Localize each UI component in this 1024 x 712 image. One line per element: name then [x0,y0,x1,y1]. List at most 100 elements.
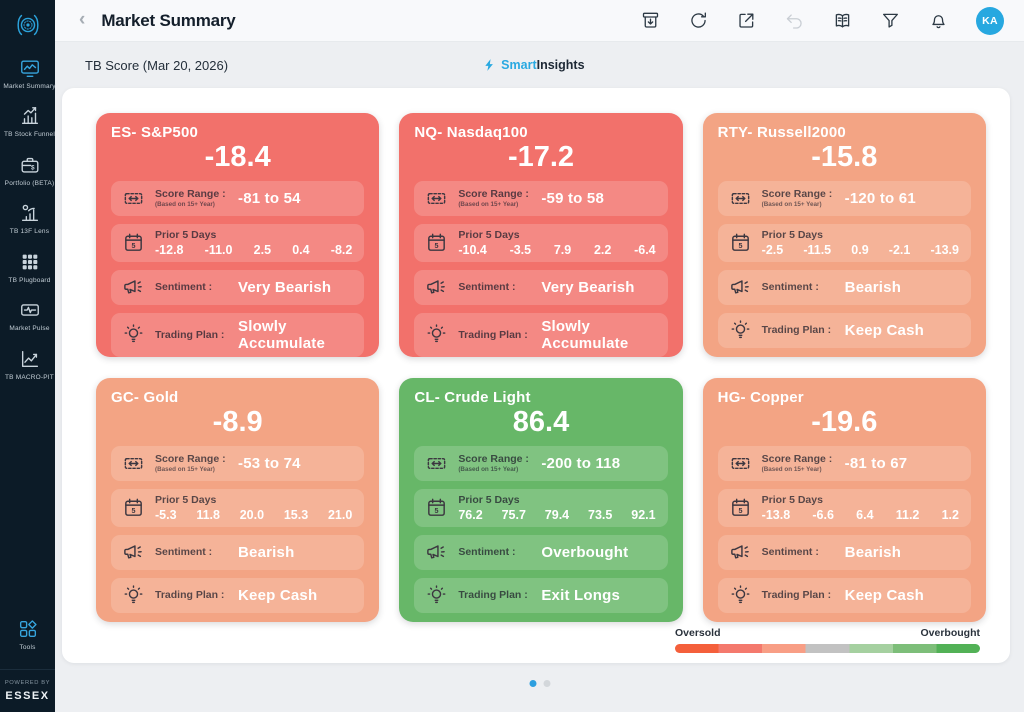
open-external-icon[interactable] [736,10,757,31]
score-range-label: Score Range : [761,188,833,201]
prior-5-days-row: 5 Prior 5 Days -2.5 -11.5 0.9 -2.1 -13.9 [717,223,971,262]
card-score: -17.2 [507,141,575,173]
sidebar-item-tb-stock-funnel[interactable]: TB Stock Funnel [0,98,59,146]
trading-plan-label: Trading Plan : [761,324,832,337]
score-range-value: -81 to 54 [238,189,301,207]
card-title: NQ- Nasdaq100 [414,124,528,141]
prior-values: -12.8 -11.0 2.5 0.4 -8.2 [155,243,354,257]
13f-lens-icon [19,202,41,224]
card-title: GC- Gold [111,389,179,406]
idea-bulb-icon [121,322,146,347]
svg-text:5: 5 [132,242,136,250]
prior-day-value: -5.3 [155,507,177,522]
score-range-row: Score Range : (Based on 15+ Year) -53 to… [111,445,365,481]
sidebar-item-tb-plugboard[interactable]: TB Plugboard [0,244,59,292]
prior-5-days-row: 5 Prior 5 Days -5.3 11.8 20.0 15.3 21.0 [111,488,365,527]
refresh-icon[interactable] [688,10,709,31]
back-button[interactable]: ‹ [79,9,86,30]
archive-report-icon[interactable] [640,10,661,31]
prior-day-value: 79.4 [544,507,570,522]
score-range-sublabel: (Based on 15+ Year) [761,466,822,474]
prior-values: -5.3 11.8 20.0 15.3 21.0 [155,508,354,522]
svg-text:5: 5 [132,507,136,515]
idea-bulb-icon [424,583,449,608]
prior-5-days-label: Prior 5 Days [761,493,823,506]
pagination-dots [529,680,550,687]
prior-5-days-row: 5 Prior 5 Days -13.8 -6.6 6.4 11.2 1.2 [717,488,971,527]
top-header: ‹ Market Summary KA [55,0,1024,42]
prior-day-value: 92.1 [631,507,656,522]
sentiment-row: Sentiment : Very Bearish [111,269,365,305]
sentiment-label: Sentiment : [761,546,819,559]
megaphone-icon [424,540,449,565]
card-score: -8.9 [212,406,263,438]
prior-day-value: -3.5 [509,242,532,257]
prior-values: 76.2 75.7 79.4 73.5 92.1 [458,508,657,522]
prior-day-value: 6.4 [856,507,874,522]
prior-day-value: 76.2 [458,507,483,522]
card-title: ES- S&P500 [111,124,199,141]
page-dot-2[interactable] [543,680,550,687]
trading-plan-row: Trading Plan : Keep Cash [717,312,971,348]
calendar-5-icon: 5 [728,495,753,520]
score-range-label: Score Range : [761,453,833,466]
score-range-row: Score Range : (Based on 15+ Year) -81 to… [717,445,971,481]
undo-icon [784,10,805,31]
card-score: -18.4 [204,141,271,173]
prior-5-days-row: 5 Prior 5 Days 76.2 75.7 79.4 73.5 92.1 [414,488,668,527]
trading-plan-value: Keep Cash [844,586,924,604]
page-dot-1[interactable] [529,680,536,687]
score-range-value: -59 to 58 [541,189,604,207]
sentiment-label: Sentiment : [155,281,213,294]
overbought-label: Overbought [920,627,981,639]
prior-day-value: 0.4 [292,242,310,257]
prior-day-value: -6.4 [634,242,656,257]
trading-plan-row: Trading Plan : Keep Cash [717,577,971,613]
score-range-label: Score Range : [458,188,529,201]
card-title: CL- Crude Light [414,389,531,406]
card-score: -15.8 [811,141,878,173]
reading-list-icon[interactable] [832,10,853,31]
user-avatar[interactable]: KA [976,6,1004,35]
svg-text:5: 5 [738,242,742,250]
powered-by-label: POWERED BY [4,680,51,686]
sentiment-value: Bearish [844,543,902,561]
essex-brand-logo: ESSEX [5,690,50,702]
prior-5-days-label: Prior 5 Days [761,228,823,241]
sidebar-item-tb-13f-lens[interactable]: TB 13F Lens [0,195,59,243]
sidebar-item-tb-macro-pit[interactable]: TB MACRO-PIT [0,341,59,389]
header-actions: KA [640,6,1004,35]
sidebar-item-portfolio-beta[interactable]: $ Portfolio (BETA) [0,147,59,195]
prior-day-value: 73.5 [588,507,613,522]
score-range-sublabel: (Based on 15+ Year) [761,201,822,209]
trading-plan-value: Exit Longs [541,586,620,604]
card-score: -19.6 [811,406,878,438]
market-summary-icon [19,57,41,79]
market-card-nq: NQ- Nasdaq100 -17.2 Score Range : (Based… [399,113,683,357]
sidebar-item-market-pulse[interactable]: Market Pulse [0,292,59,340]
sentiment-row: Sentiment : Bearish [111,534,365,570]
prior-day-value: -12.8 [155,242,184,257]
prior-day-value: -2.1 [888,242,911,257]
sentiment-label: Sentiment : [458,281,516,294]
notifications-icon[interactable] [928,10,949,31]
prior-day-value: 20.0 [239,507,265,522]
score-range-sublabel: (Based on 15+ Year) [458,466,519,474]
calendar-5-icon: 5 [424,230,449,255]
trading-plan-value: Slowly Accumulate [238,317,326,352]
smart-insights-button[interactable]: SmartInsights [482,58,585,72]
score-range-value: -200 to 118 [541,454,621,472]
calendar-5-icon: 5 [424,495,449,520]
sidebar-item-market-summary[interactable]: Market Summary [0,50,59,98]
sidebar-item-tools[interactable]: Tools [0,611,57,659]
filter-icon[interactable] [880,10,901,31]
app-logo[interactable] [0,0,55,50]
score-range-label: Score Range : [155,188,226,201]
trading-plan-value: Keep Cash [844,321,924,339]
market-card-cl: CL- Crude Light 86.4 Score Range : (Base… [399,378,683,622]
prior-5-days-label: Prior 5 Days [155,493,217,506]
prior-5-days-label: Prior 5 Days [458,228,520,241]
megaphone-icon [121,540,146,565]
idea-bulb-icon [121,583,146,608]
card-title: RTY- Russell2000 [717,124,846,141]
